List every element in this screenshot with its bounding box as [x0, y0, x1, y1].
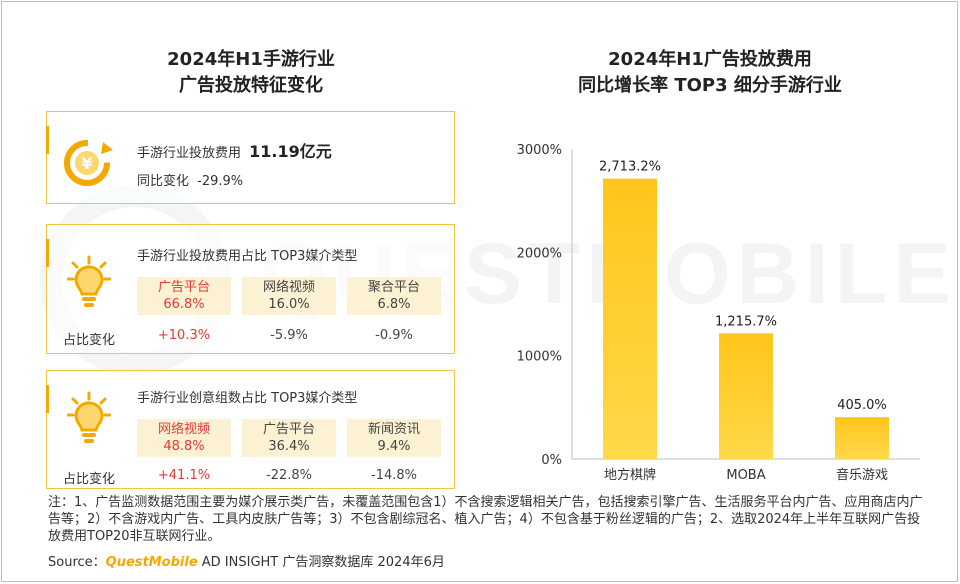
media-chip-name: 网络视频	[262, 280, 315, 295]
media-chip: 网络视频 16.0%	[242, 277, 336, 315]
source-brand: QuestMobile	[105, 555, 198, 570]
lightbulb-icon	[66, 255, 112, 317]
media-chip: 网络视频 48.8%	[137, 419, 231, 457]
share-change-label: 占比变化	[63, 333, 116, 348]
y-tick-label: 0%	[541, 453, 562, 468]
bar-value-label: 2,713.2%	[599, 160, 661, 175]
bar	[603, 178, 657, 460]
source-line: Source：QuestMobile AD INSIGHT 广告洞察数据库 20…	[48, 551, 445, 570]
ad-spend-change-label: 同比变化	[137, 174, 190, 189]
ad-spend-change-row: 同比变化 -29.9%	[137, 170, 243, 189]
creative-change-value: +41.1%	[157, 468, 211, 483]
creative-change-label: 占比变化	[63, 472, 116, 487]
media-chip: 广告平台 66.8%	[137, 277, 231, 315]
card-accent	[46, 126, 49, 154]
ad-spend-row: 手游行业投放费用 11.19亿元	[137, 138, 332, 162]
creative-share-heading: 手游行业创意组数占比 TOP3媒介类型	[137, 391, 358, 406]
media-chip-value: 66.8%	[163, 297, 205, 312]
media-chip: 广告平台 36.4%	[242, 419, 336, 457]
lightbulb-icon	[66, 391, 112, 453]
bar-value-label: 1,215.7%	[715, 314, 777, 329]
media-chip-name: 广告平台	[157, 280, 210, 295]
x-tick-label: 地方棋牌	[604, 467, 656, 483]
spend-share-card: 手游行业投放费用占比 TOP3媒介类型 广告平台 66.8% 网络视频 16.0…	[46, 224, 455, 354]
media-chip-value: 36.4%	[268, 439, 310, 454]
card-accent	[46, 239, 49, 267]
ad-spend-card: ¥ 手游行业投放费用 11.19亿元 同比变化 -29.9%	[46, 111, 455, 204]
creative-change-value: -22.8%	[266, 468, 312, 483]
left-title-line1: 2024年H1手游行业	[167, 49, 335, 70]
creative-change-value: -14.8%	[371, 468, 417, 483]
media-chip-value: 48.8%	[163, 439, 205, 454]
chart-title: 2024年H1广告投放费用 同比增长率 TOP3 细分手游行业	[480, 47, 940, 99]
card-accent	[46, 385, 49, 413]
creative-share-card: 手游行业创意组数占比 TOP3媒介类型 网络视频 48.8% 广告平台 36.4…	[46, 370, 455, 489]
chart-title-line2: 同比增长率 TOP3 细分手游行业	[578, 75, 842, 96]
media-chip-value: 16.0%	[268, 297, 310, 312]
chart-title-line1: 2024年H1广告投放费用	[608, 49, 812, 70]
y-tick-label: 1000%	[517, 350, 562, 365]
y-tick-label: 2000%	[517, 246, 562, 261]
media-chip-value: 6.8%	[377, 297, 411, 312]
media-chip-name: 新闻资讯	[367, 422, 420, 437]
share-change-value: -5.9%	[270, 328, 308, 343]
share-change-value: -0.9%	[375, 328, 413, 343]
media-chip-name: 网络视频	[157, 422, 210, 437]
ad-spend-change-value: -29.9%	[197, 174, 244, 189]
media-chip-name: 广告平台	[262, 422, 315, 437]
source-suffix: AD INSIGHT 广告洞察数据库 2024年6月	[197, 555, 445, 570]
left-title-line2: 广告投放特征变化	[179, 75, 323, 96]
left-title: 2024年H1手游行业 广告投放特征变化	[45, 47, 457, 99]
svg-text:¥: ¥	[81, 154, 92, 173]
bar	[835, 417, 889, 459]
ad-spend-value: 11.19亿元	[249, 142, 332, 161]
media-chip: 新闻资讯 9.4%	[347, 419, 441, 457]
media-chip: 聚合平台 6.8%	[347, 277, 441, 315]
bar	[719, 333, 773, 459]
spend-share-heading: 手游行业投放费用占比 TOP3媒介类型	[137, 249, 358, 264]
growth-bar-chart: 0% 1000% 2000% 3000% 2,713.2% 地方棋牌 1,215.7% MOB…	[517, 143, 920, 483]
source-prefix: Source：	[48, 555, 106, 570]
ad-spend-label: 手游行业投放费用	[137, 146, 242, 161]
share-change-value: +10.3%	[157, 328, 211, 343]
bar-value-label: 405.0%	[837, 398, 887, 413]
y-tick-label: 3000%	[517, 143, 562, 158]
yuan-cycle-icon: ¥	[61, 136, 125, 194]
media-chip-value: 9.4%	[377, 439, 411, 454]
media-chip-name: 聚合平台	[367, 280, 420, 295]
x-tick-label: MOBA	[726, 468, 765, 483]
footnote: 注：1、广告监测数据范围主要为媒介展示类广告，未覆盖范围包含1）不含搜索逻辑相关…	[48, 495, 923, 544]
x-tick-label: 音乐游戏	[836, 467, 888, 483]
